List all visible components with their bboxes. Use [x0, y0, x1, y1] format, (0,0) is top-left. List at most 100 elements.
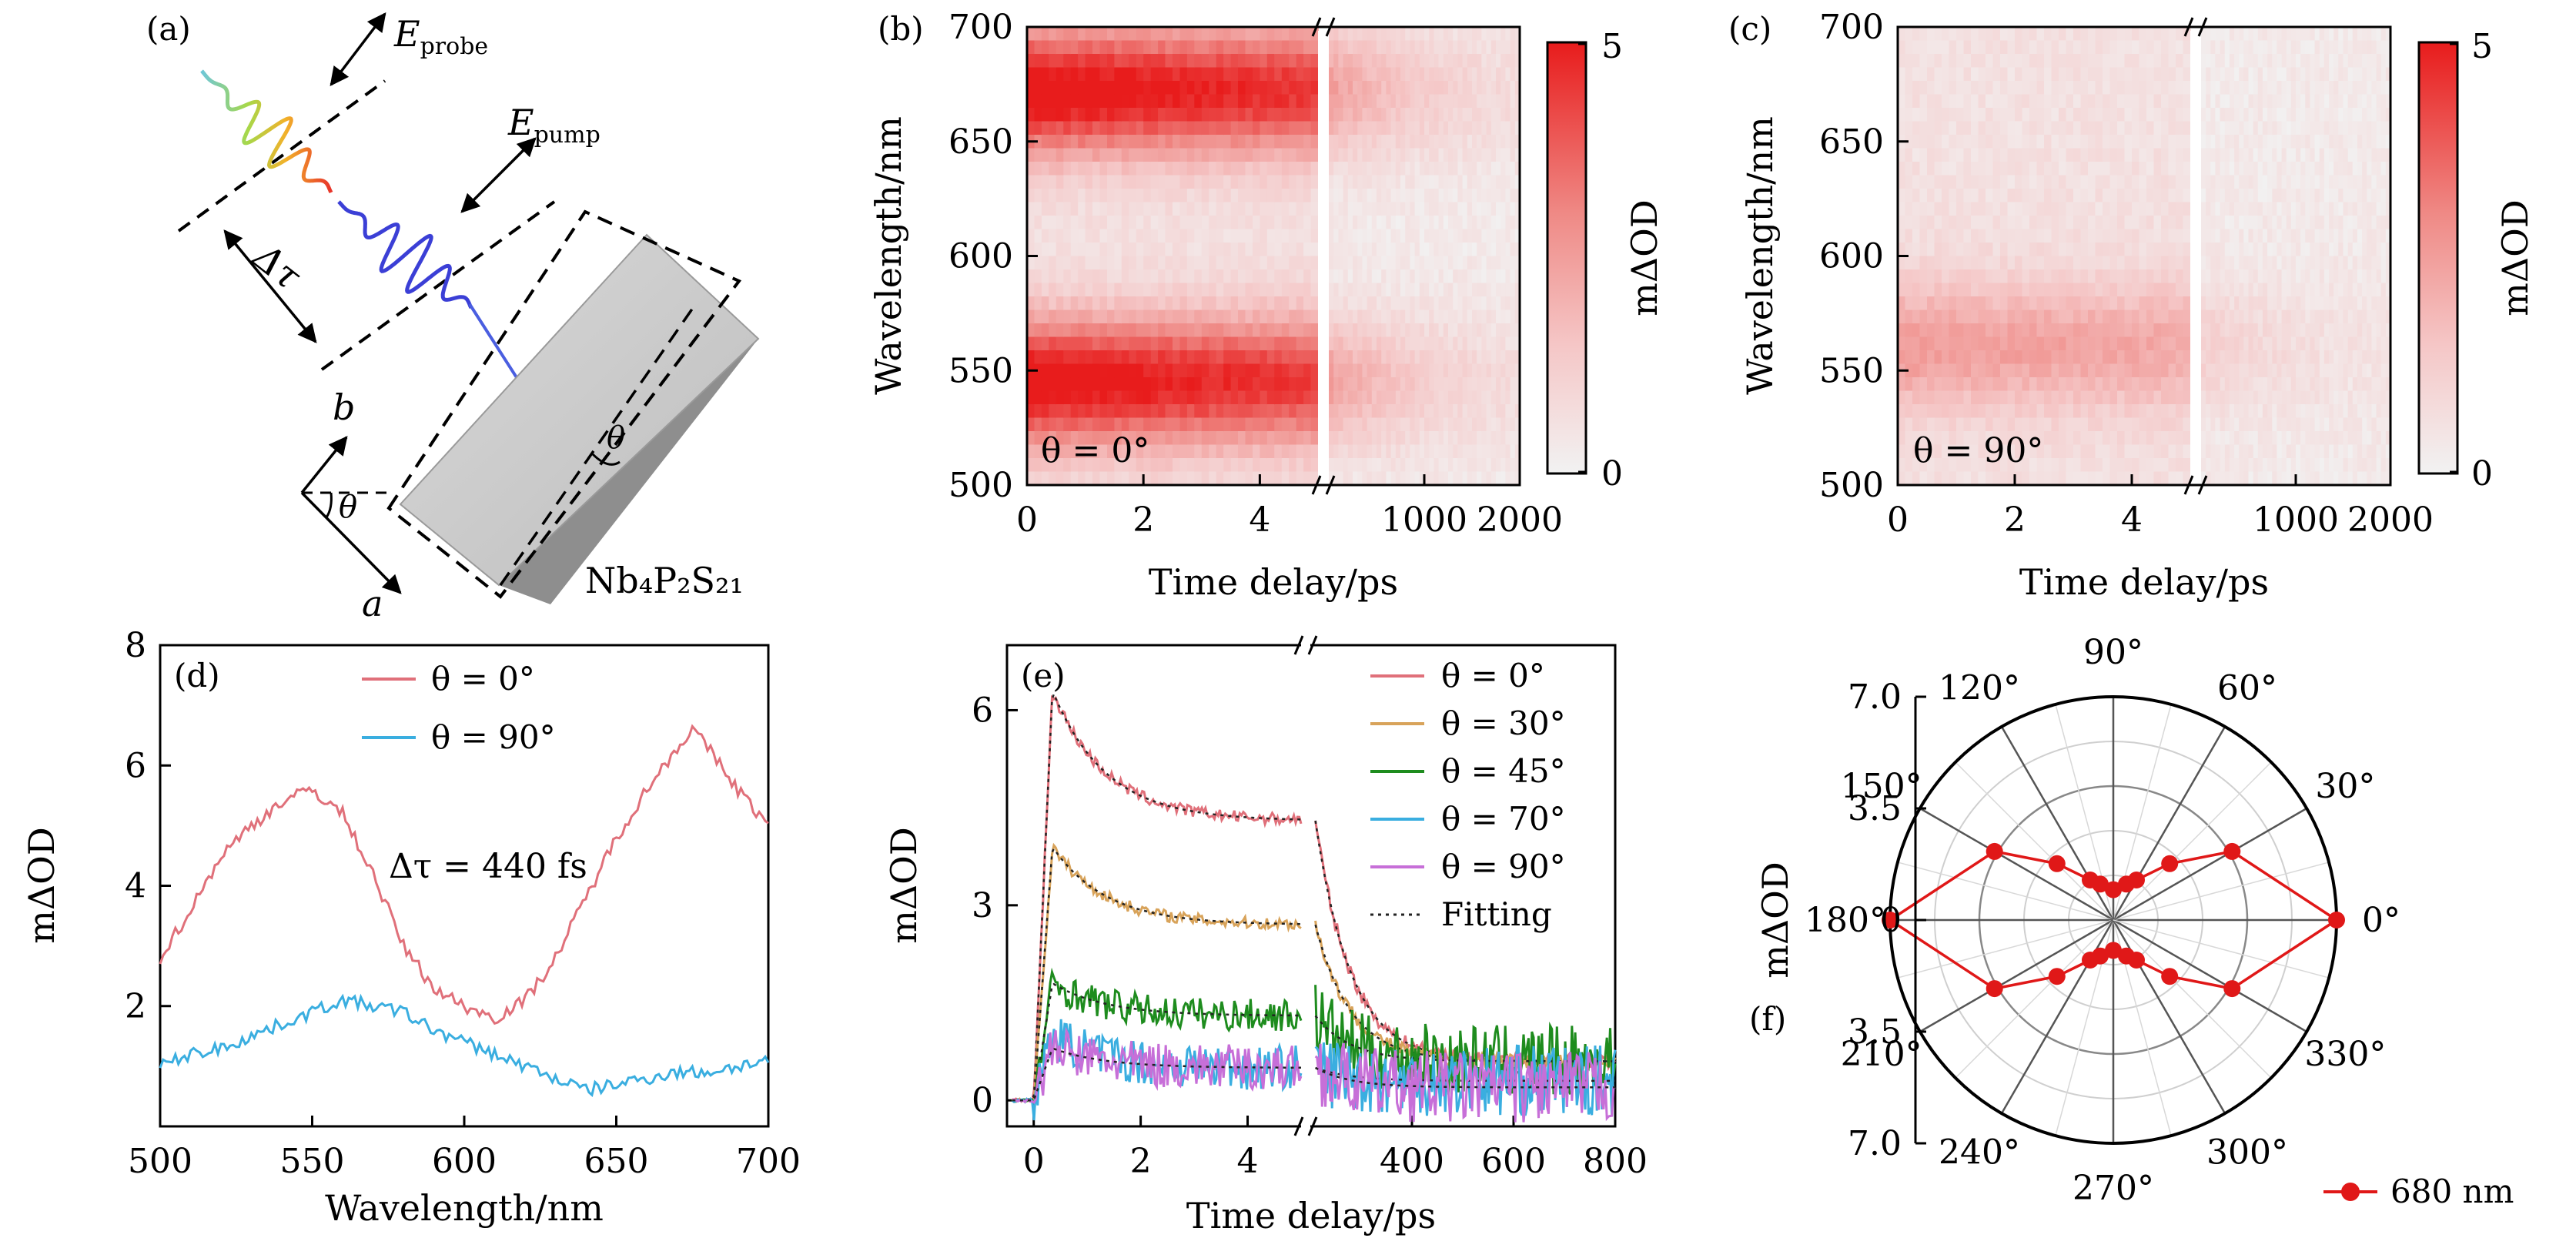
heatmap-cell	[1179, 108, 1188, 122]
heatmap-cell	[1472, 296, 1477, 311]
heatmap-cell	[1405, 162, 1411, 176]
heatmap-cell	[2272, 27, 2278, 42]
heatmap-cell	[1179, 148, 1188, 162]
heatmap-cell	[1186, 444, 1196, 459]
heatmap-cell	[2314, 67, 2320, 82]
heatmap-cell	[1419, 444, 1425, 459]
heatmap-cell	[2168, 390, 2176, 405]
heatmap-cell	[1490, 269, 1497, 284]
heatmap-cell	[2095, 323, 2103, 338]
heatmap-cell	[1253, 458, 1261, 473]
heatmap-cell	[2224, 81, 2230, 95]
heatmap-cell	[1223, 202, 1232, 216]
heatmap-cell	[1296, 269, 1304, 284]
heatmap-cell	[1400, 189, 1406, 203]
heatmap-cell	[2296, 256, 2301, 270]
heatmap-cell	[2029, 121, 2038, 136]
heatmap-cell	[2210, 202, 2216, 216]
heatmap-cell	[1357, 471, 1363, 486]
heatmap-cell	[2066, 323, 2074, 338]
heatmap-cell	[2139, 108, 2147, 122]
heatmap-cell	[2281, 67, 2287, 82]
heatmap-cell	[1462, 283, 1468, 297]
heatmap-cell	[1343, 243, 1349, 257]
heatmap-cell	[1448, 296, 1454, 311]
heatmap-cell	[1347, 108, 1353, 122]
heatmap-c-cells	[1898, 27, 2391, 486]
heatmap-cell	[1362, 189, 1368, 203]
heatmap-cell	[2044, 135, 2052, 149]
heatmap-cell	[1260, 202, 1268, 216]
heatmap-cell	[2161, 283, 2170, 297]
heatmap-cell	[1274, 27, 1283, 42]
heatmap-cell	[1429, 108, 1435, 122]
heatmap-cell	[1371, 175, 1377, 189]
heatmap-cell	[1514, 94, 1521, 109]
heatmap-cell	[1424, 256, 1430, 270]
heatmap-cell	[1333, 336, 1340, 351]
heatmap-cell	[2296, 390, 2301, 405]
heatmap-cell	[2132, 54, 2140, 69]
heatmap-cell	[1457, 336, 1464, 351]
heatmap-cell	[1971, 296, 1979, 311]
heatmap-cell	[2300, 444, 2307, 459]
heatmap-cell	[1514, 431, 1521, 446]
heatmap-cell	[1027, 40, 1035, 55]
heatmap-cell	[1165, 189, 1173, 203]
heatmap-cell	[1245, 269, 1253, 284]
heatmap-cell	[2095, 296, 2103, 311]
heatmap-cell	[1333, 94, 1340, 109]
heatmap-cell	[1443, 67, 1449, 82]
heatmap-cell	[1486, 283, 1492, 297]
heatmap-cell	[1419, 269, 1425, 284]
heatmap-cell	[1070, 336, 1079, 351]
heatmap-cell	[1055, 310, 1065, 324]
heatmap-cell	[2305, 67, 2311, 82]
heatmap-cell	[1027, 458, 1035, 473]
heatmap-cell	[1510, 40, 1516, 55]
heatmap-cell	[2036, 135, 2045, 149]
heatmap-cell	[1238, 336, 1246, 351]
heatmap-cell	[1429, 269, 1435, 284]
heatmap-cell	[1333, 310, 1340, 324]
heatmap-cell	[2305, 135, 2311, 149]
heatmap-cell	[1496, 431, 1501, 446]
axis-break	[1325, 475, 1336, 495]
heatmap-cell	[1186, 336, 1196, 351]
heatmap-cell	[2220, 54, 2226, 69]
heatmap-cell	[1927, 67, 1935, 82]
heatmap-cell	[1129, 108, 1137, 122]
heatmap-cell	[2044, 471, 2052, 486]
heatmap-cell	[2239, 323, 2245, 338]
heatmap-cell	[1338, 229, 1344, 243]
heatmap-cell	[1179, 135, 1188, 149]
heatmap-cell	[1400, 269, 1406, 284]
heatmap-cell	[2051, 229, 2059, 243]
heatmap-cell	[1443, 431, 1449, 446]
heatmap-cell	[2036, 417, 2045, 432]
heatmap-cell	[2132, 175, 2140, 189]
heatmap-cell	[1462, 256, 1468, 270]
heatmap-cell	[1496, 189, 1501, 203]
heatmap-cell	[1367, 431, 1373, 446]
heatmap-cell	[1136, 256, 1145, 270]
heatmap-cell	[2305, 350, 2311, 365]
heatmap-cell	[1978, 54, 1986, 69]
heatmap-cell	[1424, 162, 1430, 176]
heatmap-cell	[1063, 310, 1072, 324]
heatmap-cell	[1486, 404, 1492, 419]
heatmap-cell	[2022, 243, 2030, 257]
heatmap-cell	[2296, 296, 2301, 311]
heatmap-cell	[2290, 189, 2297, 203]
heatmap-cell	[2296, 363, 2301, 378]
heatmap-cell	[1099, 27, 1108, 42]
heatmap-cell	[2080, 175, 2089, 189]
heatmap-cell	[2215, 67, 2221, 82]
heatmap-cell	[1055, 471, 1065, 486]
heatmap-cell	[1347, 243, 1353, 257]
heatmap-cell	[1510, 94, 1516, 109]
heatmap-cell	[1194, 444, 1203, 459]
heatmap-cell	[1472, 175, 1477, 189]
heatmap-cell	[1357, 135, 1363, 149]
heatmap-cell	[1927, 148, 1935, 162]
